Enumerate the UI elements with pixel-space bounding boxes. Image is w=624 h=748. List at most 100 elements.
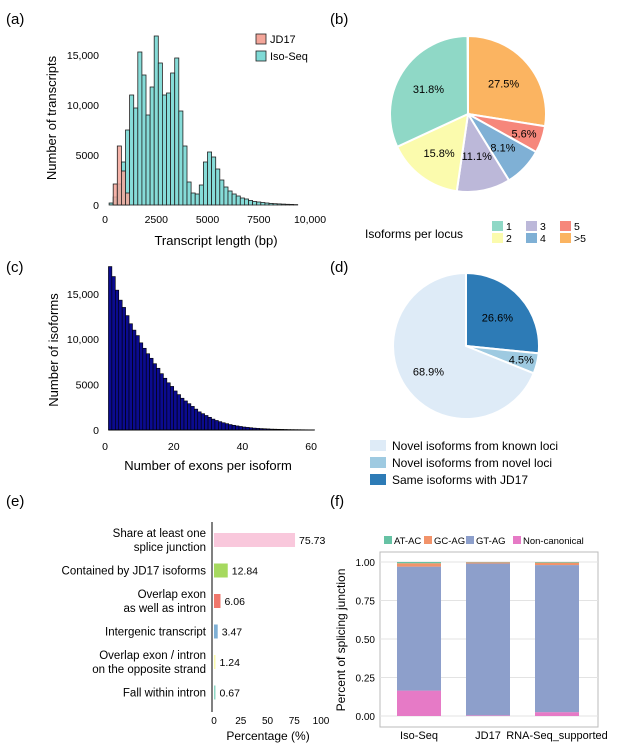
isoseq-bin-bar — [243, 198, 249, 206]
panel-label-b: (b) — [330, 11, 348, 28]
legend-label: GT-AG — [476, 536, 506, 547]
legend-label: 5 — [574, 221, 580, 233]
exon-bin-bar — [207, 416, 212, 431]
isoseq-bin-bar — [235, 195, 241, 206]
bar-value-label: 0.67 — [220, 688, 241, 700]
x-tick-label: RNA-Seq_supported — [506, 730, 608, 742]
percentage-bar — [214, 655, 216, 669]
isoseq-bin-bar — [280, 203, 286, 206]
category-label: Share at least one — [113, 528, 206, 540]
exon-bin-bar — [111, 276, 116, 431]
legend-label: 1 — [506, 221, 512, 233]
exon-bin-bar — [145, 353, 150, 431]
percentage-bar — [214, 533, 296, 547]
isoseq-bin-bar — [149, 86, 155, 206]
exon-bin-bar — [228, 424, 233, 431]
panel-e-bars: 75.73 Share at least one splice junction 12… — [62, 522, 330, 743]
jd17-bin-bar — [121, 170, 126, 206]
legend-label: >5 — [574, 233, 586, 245]
isoseq-bin-bar — [272, 203, 278, 206]
exon-bin-bar — [224, 423, 229, 431]
isoseq-bin-bar — [194, 193, 200, 206]
y-tick-label: 15,000 — [67, 289, 99, 301]
isoseq-bin-bar — [182, 145, 188, 206]
isoseq-bin-bar — [248, 200, 253, 206]
y-axis-label: Number of transcripts — [44, 55, 59, 180]
exon-bin-bar — [169, 386, 175, 431]
exon-bin-bar — [118, 299, 123, 431]
exon-bin-bar — [166, 382, 171, 431]
legend-swatch — [513, 536, 521, 544]
exon-bin-bar — [115, 289, 120, 431]
exon-bin-bar — [176, 394, 181, 431]
exon-bin-bar — [156, 367, 161, 431]
category-label: Fall within intron — [123, 688, 206, 700]
y-tick-label: 15,000 — [67, 50, 99, 62]
x-tick-label: 0 — [211, 716, 217, 727]
stacked-segment-at-ac — [397, 562, 441, 564]
isoseq-bin-bar — [202, 161, 208, 206]
x-tick-label: 60 — [305, 441, 317, 453]
category-label: Overlap exon — [138, 589, 206, 601]
stacked-segment-gc-ag — [397, 563, 441, 567]
isoforms-slice-label: 11.1% — [462, 151, 493, 163]
x-tick-label: 40 — [237, 441, 249, 453]
exon-bin-bar — [163, 377, 168, 431]
stacked-segment-gt-ag — [535, 565, 579, 713]
category-label: Overlap exon / intron — [99, 650, 206, 662]
exon-bin-bar — [204, 415, 209, 431]
y-tick-label: 1.00 — [356, 558, 376, 569]
y-tick-label: 5000 — [76, 150, 100, 162]
legend-swatch — [526, 233, 537, 243]
exon-bin-bar — [197, 411, 202, 431]
isoseq-bin-bar — [256, 201, 262, 206]
y-axis-label: Number of isoforms — [46, 293, 61, 407]
legend-label: 3 — [540, 221, 546, 233]
isoseq-bin-bar — [252, 201, 258, 206]
category-label: on the opposite strand — [92, 664, 206, 676]
stacked-segment-gc-ag — [466, 562, 510, 564]
legend-label: AT-AC — [394, 536, 421, 547]
x-tick-label: 2500 — [145, 214, 169, 226]
legend-swatch-iso-seq — [255, 50, 267, 62]
y-tick-label: 0.25 — [356, 674, 376, 685]
bar-value-label: 3.47 — [222, 627, 243, 639]
x-tick-label: 7500 — [247, 214, 271, 226]
exon-bin-bar — [108, 266, 113, 431]
isoseq-bin-bar — [178, 110, 184, 206]
percentage-bar — [214, 685, 216, 700]
isoseq-bin-bar — [276, 203, 282, 206]
isoseq-bin-bar — [223, 186, 229, 206]
isoseq-bin-bar — [239, 197, 245, 206]
exon-bin-bar — [183, 400, 188, 431]
x-tick-label: Iso-Seq — [400, 730, 438, 742]
y-tick-label: 10,000 — [67, 100, 99, 112]
x-tick-label: 100 — [313, 716, 330, 727]
isoseq-bin-bar — [157, 62, 163, 206]
exon-bin-bar — [121, 307, 126, 431]
x-tick-label: 50 — [262, 716, 274, 727]
legend-swatch — [424, 536, 432, 544]
exon-bin-bar — [194, 408, 199, 431]
stacked-segment-gt-ag — [397, 566, 441, 691]
exon-bin-bar — [190, 406, 195, 431]
stacked-segment-gt-ag — [466, 563, 510, 716]
panel-label-f: (f) — [330, 493, 344, 510]
stacked-segment-at-ac — [535, 562, 579, 563]
y-tick-label: 0.00 — [356, 712, 376, 723]
isoseq-bin-bar — [133, 107, 139, 206]
exon-bin-bar — [125, 315, 130, 431]
exon-bin-bar — [200, 413, 205, 431]
overlap-slice-slice-label: 68.9% — [413, 366, 444, 378]
legend-label: Novel isoforms from novel loci — [392, 456, 552, 470]
exon-bin-bar — [142, 347, 147, 431]
x-tick-label: 0 — [102, 214, 108, 226]
y-tick-label: 0 — [93, 200, 99, 212]
isoseq-bin-bar — [153, 35, 159, 206]
legend-swatch — [370, 457, 386, 468]
exon-bin-bar — [221, 422, 226, 431]
x-tick-label: JD17 — [475, 730, 501, 742]
legend-label: Novel isoforms from known loci — [392, 439, 558, 453]
exon-bin-bar — [128, 323, 133, 431]
